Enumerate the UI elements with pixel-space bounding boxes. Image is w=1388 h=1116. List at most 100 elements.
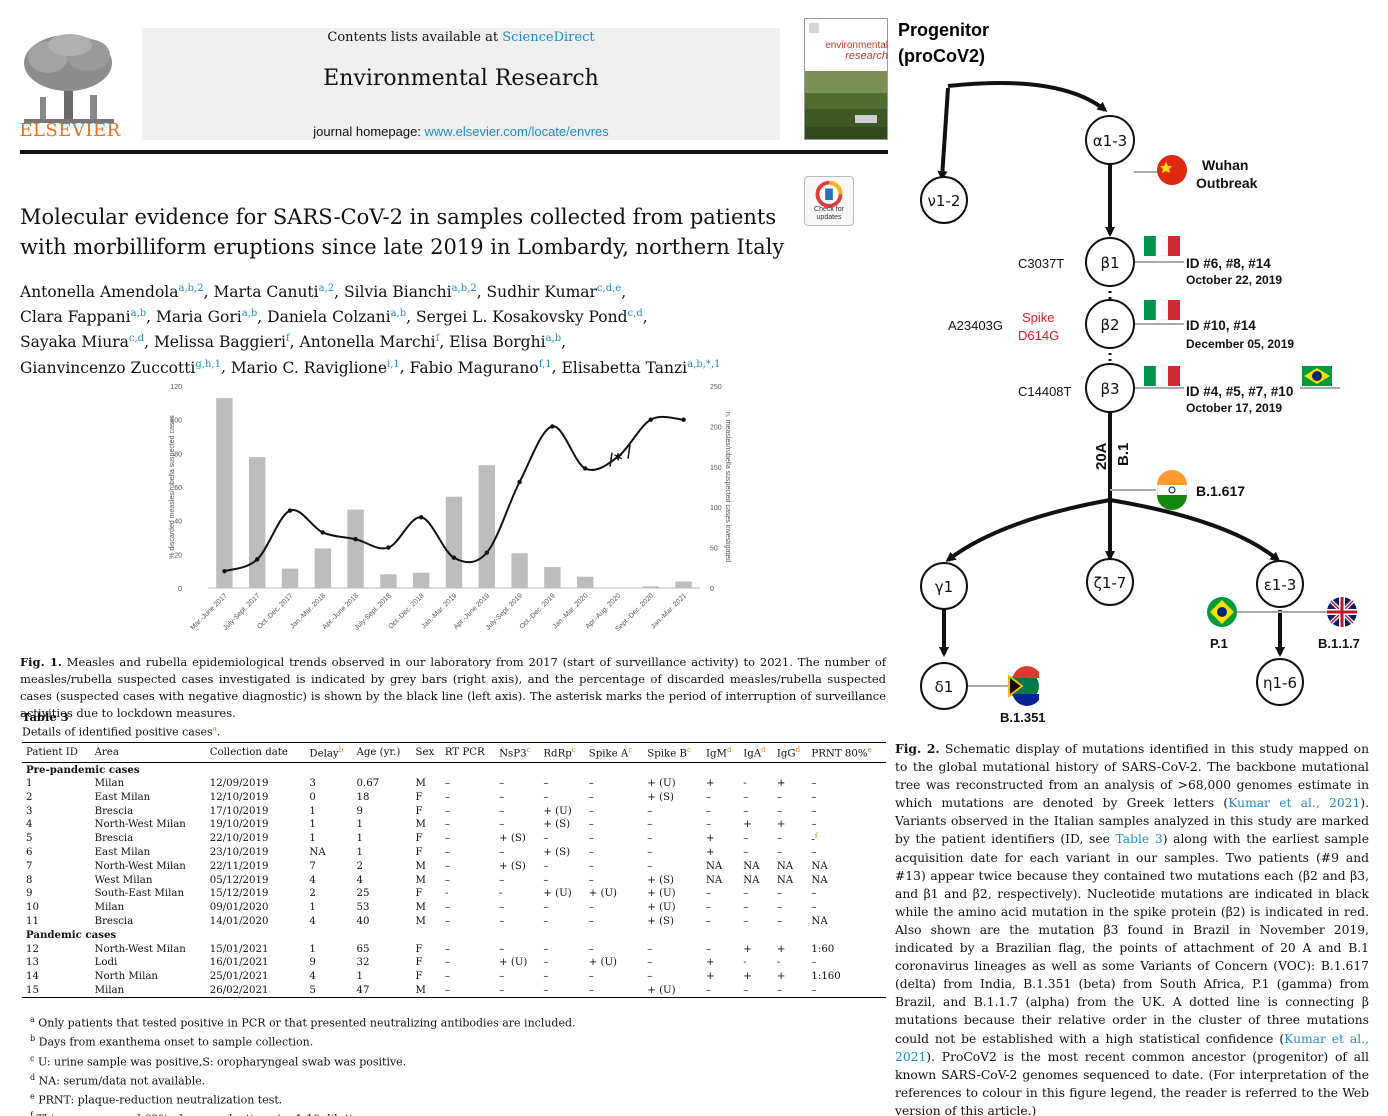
footnote-mark[interactable]: c [571,746,576,754]
table-group-label: Pandemic cases [26,929,117,942]
table-cell: East Milan [94,847,151,859]
table-cell: – [444,902,450,914]
footnote-mark[interactable]: c [686,746,691,754]
author-affiliation-mark[interactable]: a,b,2 [178,283,204,294]
table-cell: – [584,983,644,998]
author-affiliation-mark[interactable]: a,b,*,1 [687,358,721,370]
journal-homepage-link[interactable]: www.elsevier.com/locate/envres [424,124,609,139]
data-point [681,417,686,422]
footnote-mark[interactable]: d [727,746,732,754]
italy-flag-icon [1144,299,1180,321]
table-cell: 2 [356,860,363,872]
table-cell: – [743,888,749,900]
column-header-label: NsP3 [499,748,527,760]
table-cell: - [444,888,449,900]
table-cell: Brescia [94,916,134,928]
fig1-caption-label: Fig. 1. [20,655,62,669]
reference-link[interactable]: Kumar et al., 2021 [1228,796,1361,811]
data-point [615,454,621,459]
author-affiliation-mark[interactable]: a,b [241,308,258,320]
table-cell: – [647,847,653,859]
table-row: 12 North-West Milan 15/01/2021 1 65 F – – – – – – + +… [22,942,886,956]
table-cell: – [543,971,549,983]
table-cell: – [776,902,782,914]
author-affiliation-mark[interactable]: g,h,1 [195,358,221,370]
table-cell: + (U) [588,957,618,969]
author-affiliation-mark[interactable]: f [285,333,290,345]
elsevier-tree-logo [24,34,114,123]
author: Maria Goria,b [156,308,257,326]
table-cell: – [776,847,782,859]
table-cell: North-West Milan [94,943,186,955]
table-cell: 1 [356,833,363,845]
footnote-mark[interactable]: c [628,746,633,754]
node-beta2-label: β2 [1100,316,1119,334]
fig1-caption-text: Measles and rubella epidemiological tren… [20,655,886,720]
author-affiliation-mark[interactable]: a,b,2 [451,283,477,294]
author-name: Antonella Marchi [299,333,436,352]
table-cell: - [743,957,747,969]
table-reference-link[interactable]: Table 3 [1115,832,1163,847]
footnote: a Only patients that tested positive in … [30,1012,890,1031]
table-cell: – [440,983,496,998]
author-affiliation-mark[interactable]: i,1 [387,358,400,370]
footnote-mark[interactable]: e [867,746,872,754]
author-affiliation-mark[interactable]: f,1 [538,358,552,370]
left-axis-tick-label: 100 [170,418,182,425]
footnote-mark[interactable]: d [761,746,766,754]
author-affiliation-mark[interactable]: c,d,e [596,283,622,294]
table-cell: 1 [309,902,316,914]
check-for-updates-badge[interactable] [804,176,854,226]
chart-bar [413,572,430,588]
table-cell: + (U) [543,805,572,817]
footnote-mark: e [30,1092,35,1101]
table-cell: 7 [309,860,316,872]
column-header-label: Collection date [209,747,288,759]
footnote: e PRNT: plaque-reduction neutralization … [30,1089,890,1108]
table-cell: + (S) [543,819,571,831]
column-header: RdRpc [539,741,585,764]
table-cell: – [647,943,653,955]
author-affiliation-mark[interactable]: a,b [390,308,407,320]
data-point [648,417,653,422]
footnote-mark[interactable]: c [526,746,531,754]
table-cell: 1 [309,805,316,817]
check-for-updates-text: Check for updates [814,206,844,221]
date-beta3: October 17, 2019 [1186,401,1282,415]
patient-ids-beta1: ID #6, #8, #14 [1186,256,1271,271]
author-name: Fabio Magurano [409,358,539,377]
table-cell: NA [811,916,828,928]
table-cell: – [543,833,549,845]
cover-title-line1: environmental [825,40,888,51]
footnote-text: This serum caused 62% plaque reduction a… [33,1113,369,1116]
author-affiliation-mark[interactable]: a,2 [318,283,335,294]
reference-link[interactable]: Kumar et al., 2021 [895,1031,1369,1064]
table-cell: F [415,833,423,845]
author-affiliation-mark[interactable]: c,d [128,333,145,345]
node-beta3 [1085,363,1135,413]
table-cell: – [739,983,773,998]
right-axis-title: n. measles/rubella suspected cases inves… [724,412,731,562]
left-axis-tick-label: 120 [170,384,182,391]
table-cell: – [543,957,549,969]
node-alpha-label: α1-3 [1093,132,1127,150]
sciencedirect-link[interactable]: ScienceDirect [502,30,595,45]
author: Elisa Borghia,b [449,333,561,351]
footnote-mark[interactable]: b [338,746,344,754]
table-cell: – [588,791,594,803]
table-cell: – [444,805,450,817]
author-affiliation-mark[interactable]: c,d [627,308,643,320]
footnote-mark[interactable]: d [795,746,801,754]
fig2-caption-text: ). ProCoV2 is the most recent common anc… [895,1049,1369,1116]
left-axis-tick-label: 0 [178,586,182,593]
data-point [320,530,325,535]
table-cell: – [543,943,549,955]
table-cell: + [706,847,715,859]
table-subtitle-footnote-mark[interactable]: a [212,725,217,733]
patient-ids-beta2: ID #10, #14 [1186,318,1256,333]
author-affiliation-mark[interactable]: f [435,333,440,345]
author-affiliation-mark[interactable]: a,b [130,308,147,320]
author-affiliation-mark[interactable]: a,b [545,333,562,345]
footnote-mark[interactable]: f [814,832,818,841]
chart-bar [478,465,495,588]
